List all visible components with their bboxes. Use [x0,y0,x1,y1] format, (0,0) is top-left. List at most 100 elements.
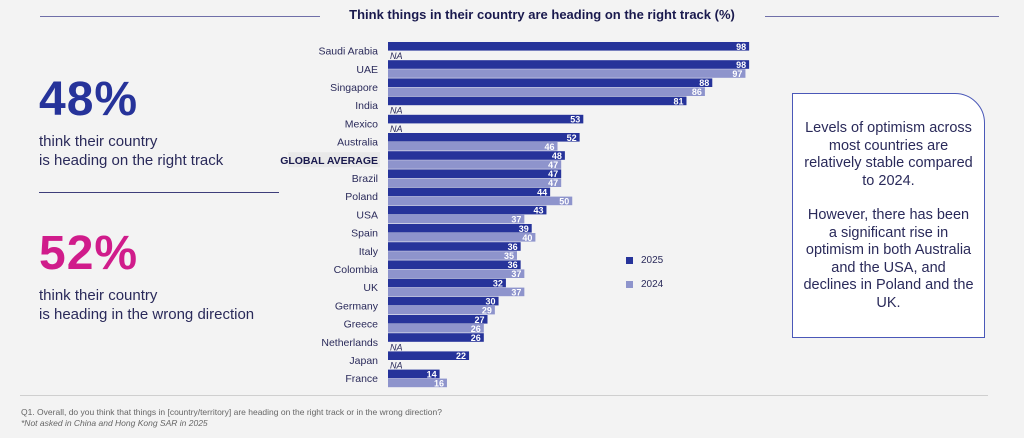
callout-paragraph-1: Levels of optimism across most countries… [804,120,973,189]
value-label-2025: 30 [486,297,496,307]
value-label-2024: 47 [548,178,558,188]
bar-2025 [388,42,750,51]
insight-callout: Levels of optimism across most countries… [792,93,985,338]
bar-2025 [388,60,750,69]
value-label-2024: 46 [544,142,554,152]
wrong-direction-description: think their country is heading in the wr… [39,286,254,324]
value-label-2024: 35 [504,251,514,261]
value-label-2025: 52 [567,133,577,143]
category-label: Singapore [330,82,378,94]
bar-2025 [388,278,506,288]
value-label-2025: 26 [471,333,481,343]
value-label-2025: 43 [533,206,543,216]
right-track-line1: think their country [39,133,158,150]
category-label: Brazil [352,173,378,185]
bar-2025 [388,242,521,251]
value-label-2024: 26 [471,324,481,334]
category-label: Japan [349,355,378,367]
value-label-2025: 39 [519,224,529,234]
bar-2024 [388,87,705,96]
category-label: Mexico [345,118,378,130]
category-label: Saudi Arabia [318,46,378,58]
category-label: Italy [359,246,379,258]
value-label-2025: 44 [537,187,547,197]
na-label-2024: NA [390,51,403,61]
value-label-2025: 22 [456,351,466,361]
footer-rule [20,395,988,396]
value-label-2025: 32 [493,278,503,288]
title-rule-right [765,16,999,17]
legend-label-2025: 2025 [641,255,664,266]
bar-2024 [388,196,573,206]
bar-2025 [388,315,488,324]
value-label-2024: 86 [692,87,702,97]
category-label: Germany [335,300,379,312]
value-label-2024: 37 [511,215,521,225]
category-label: France [345,373,378,385]
value-label-2025: 88 [699,78,709,88]
value-label-2025: 36 [508,242,518,252]
bar-2024 [388,178,562,187]
legend-item-2024: 2024 [626,279,663,290]
bar-2025 [388,133,580,142]
value-label-2024: 40 [522,233,532,243]
bar-2025 [388,224,532,233]
value-label-2024: 37 [511,287,521,297]
not-asked-footnote: *Not asked in China and Hong Kong SAR in… [21,418,208,428]
na-label-2024: NA [390,342,403,352]
value-label-2024: 47 [548,160,558,170]
bar-2024 [388,305,495,315]
callout-paragraph-2: However, there has been a significant ri… [803,207,974,311]
bar-2025 [388,114,584,124]
stat-divider [39,192,279,193]
chart-title: Think things in their country are headin… [349,7,735,22]
value-label-2025: 98 [736,60,746,70]
bar-2025 [388,151,565,160]
bar-2024 [388,378,447,388]
bar-2024 [388,214,525,224]
category-label: India [355,100,378,112]
value-label-2024: 97 [732,69,742,79]
wrong-direction-percent: 52% [39,227,139,280]
highlight-label-background [288,152,380,168]
title-rule-left [40,16,320,17]
value-label-2024: 29 [482,306,492,316]
category-label: Poland [345,191,378,203]
bar-2024 [388,251,517,260]
value-label-2025: 53 [570,115,580,125]
category-label: UAE [356,64,378,76]
bar-2024 [388,69,746,78]
bar-2025 [388,205,547,215]
bar-2025 [388,333,484,342]
bar-2024 [388,287,525,297]
bar-2024 [388,269,525,278]
bar-2025 [388,169,562,178]
value-label-2025: 14 [427,369,437,379]
survey-question-footnote: Q1. Overall, do you think that things in… [21,407,442,417]
category-label: Australia [337,137,378,149]
category-label: GLOBAL AVERAGE [280,155,378,167]
value-label-2025: 36 [508,260,518,270]
bar-2025 [388,96,687,106]
category-label: UK [363,282,378,294]
right-track-line2: is heading on the right track [39,152,224,169]
bar-2024 [388,233,536,242]
value-label-2024: 50 [559,196,569,206]
na-label-2024: NA [390,361,403,371]
value-label-2025: 81 [673,96,683,106]
bar-2024 [388,324,484,333]
value-label-2025: 47 [548,169,558,179]
wrong-direction-line1: think their country [39,287,158,304]
legend-swatch-2025 [626,257,633,264]
bar-2025 [388,78,713,87]
na-label-2024: NA [390,106,403,116]
wrong-direction-line2: is heading in the wrong direction [39,306,255,323]
bar-2025 [388,260,521,269]
legend-label-2024: 2024 [641,279,664,290]
bar-2024 [388,160,562,169]
value-label-2025: 27 [474,315,484,325]
category-label: USA [356,209,378,221]
value-label-2024: 16 [434,378,444,388]
legend-swatch-2024 [626,281,633,288]
